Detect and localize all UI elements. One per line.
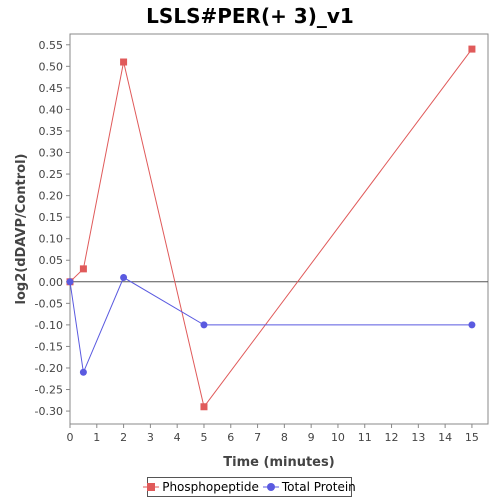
y-tick-label: -0.15 xyxy=(35,340,63,353)
x-axis-label: Time (minutes) xyxy=(223,455,334,470)
data-point-total-protein xyxy=(79,368,87,376)
y-tick-label: 0.40 xyxy=(39,103,64,116)
y-tick-label: 0.10 xyxy=(39,233,64,246)
data-point-total-protein xyxy=(200,321,208,329)
x-tick-label: 9 xyxy=(308,431,315,444)
x-tick-label: 12 xyxy=(385,431,399,444)
y-tick-label: 0.50 xyxy=(39,60,64,73)
data-point-phosphopeptide xyxy=(200,403,208,411)
x-tick-label: 3 xyxy=(147,431,154,444)
x-tick-label: 4 xyxy=(174,431,181,444)
legend: Phosphopeptide Total Protein xyxy=(143,477,356,497)
plot-area xyxy=(69,33,489,425)
x-tick-label: 14 xyxy=(438,431,452,444)
y-axis-label: log2(dDAVP/Control) xyxy=(14,154,29,305)
legend-swatch-total-protein xyxy=(262,483,279,491)
y-tick-label: -0.05 xyxy=(35,297,63,310)
x-tick-label: 13 xyxy=(411,431,425,444)
x-tick-label: 11 xyxy=(358,431,372,444)
x-tick-label: 0 xyxy=(67,431,74,444)
x-tick-label: 7 xyxy=(254,431,261,444)
legend-entry-phosphopeptide: Phosphopeptide xyxy=(143,480,259,494)
legend-label-phosphopeptide: Phosphopeptide xyxy=(162,480,259,494)
y-tick-label: 0.20 xyxy=(39,190,64,203)
y-tick-label: 0.05 xyxy=(39,254,64,267)
x-tick-label: 6 xyxy=(227,431,234,444)
x-tick-label: 2 xyxy=(120,431,127,444)
x-tick-label: 1 xyxy=(93,431,100,444)
data-point-phosphopeptide xyxy=(120,58,128,66)
data-point-total-protein xyxy=(120,273,128,281)
data-point-total-protein xyxy=(468,321,476,329)
x-tick-label: 8 xyxy=(281,431,288,444)
y-tick-label: 0.35 xyxy=(39,125,64,138)
x-tick-label: 5 xyxy=(200,431,207,444)
data-point-phosphopeptide xyxy=(79,265,87,273)
y-tick-label: -0.10 xyxy=(35,319,63,332)
y-tick-label: 0.00 xyxy=(39,276,64,289)
y-tick-label: -0.20 xyxy=(35,362,63,375)
y-axis: -0.30 -0.25 -0.20 -0.15 -0.10 -0.05 0.00 0.05 0.… xyxy=(35,39,70,418)
x-axis: 0 1 2 3 4 5 6 7 8 9 10 11 12 13 14 15 xyxy=(67,424,479,444)
y-tick-label: 0.55 xyxy=(39,39,64,52)
legend-entry-total-protein: Total Protein xyxy=(262,480,356,494)
y-tick-label: 0.15 xyxy=(39,211,64,224)
legend-label-total-protein: Total Protein xyxy=(281,480,356,494)
x-tick-label: 15 xyxy=(465,431,479,444)
legend-swatch-phosphopeptide xyxy=(143,483,160,491)
y-tick-label: -0.30 xyxy=(35,405,63,418)
data-point-phosphopeptide xyxy=(468,45,476,53)
y-tick-label: 0.45 xyxy=(39,82,64,95)
chart-title: LSLS#PER(+ 3)_v1 xyxy=(146,4,354,28)
x-tick-label: 10 xyxy=(331,431,345,444)
series-layer xyxy=(66,45,476,411)
data-point-total-protein xyxy=(66,278,74,286)
y-tick-label: 0.30 xyxy=(39,147,64,160)
y-tick-label: -0.25 xyxy=(35,384,63,397)
y-tick-label: 0.25 xyxy=(39,168,64,181)
